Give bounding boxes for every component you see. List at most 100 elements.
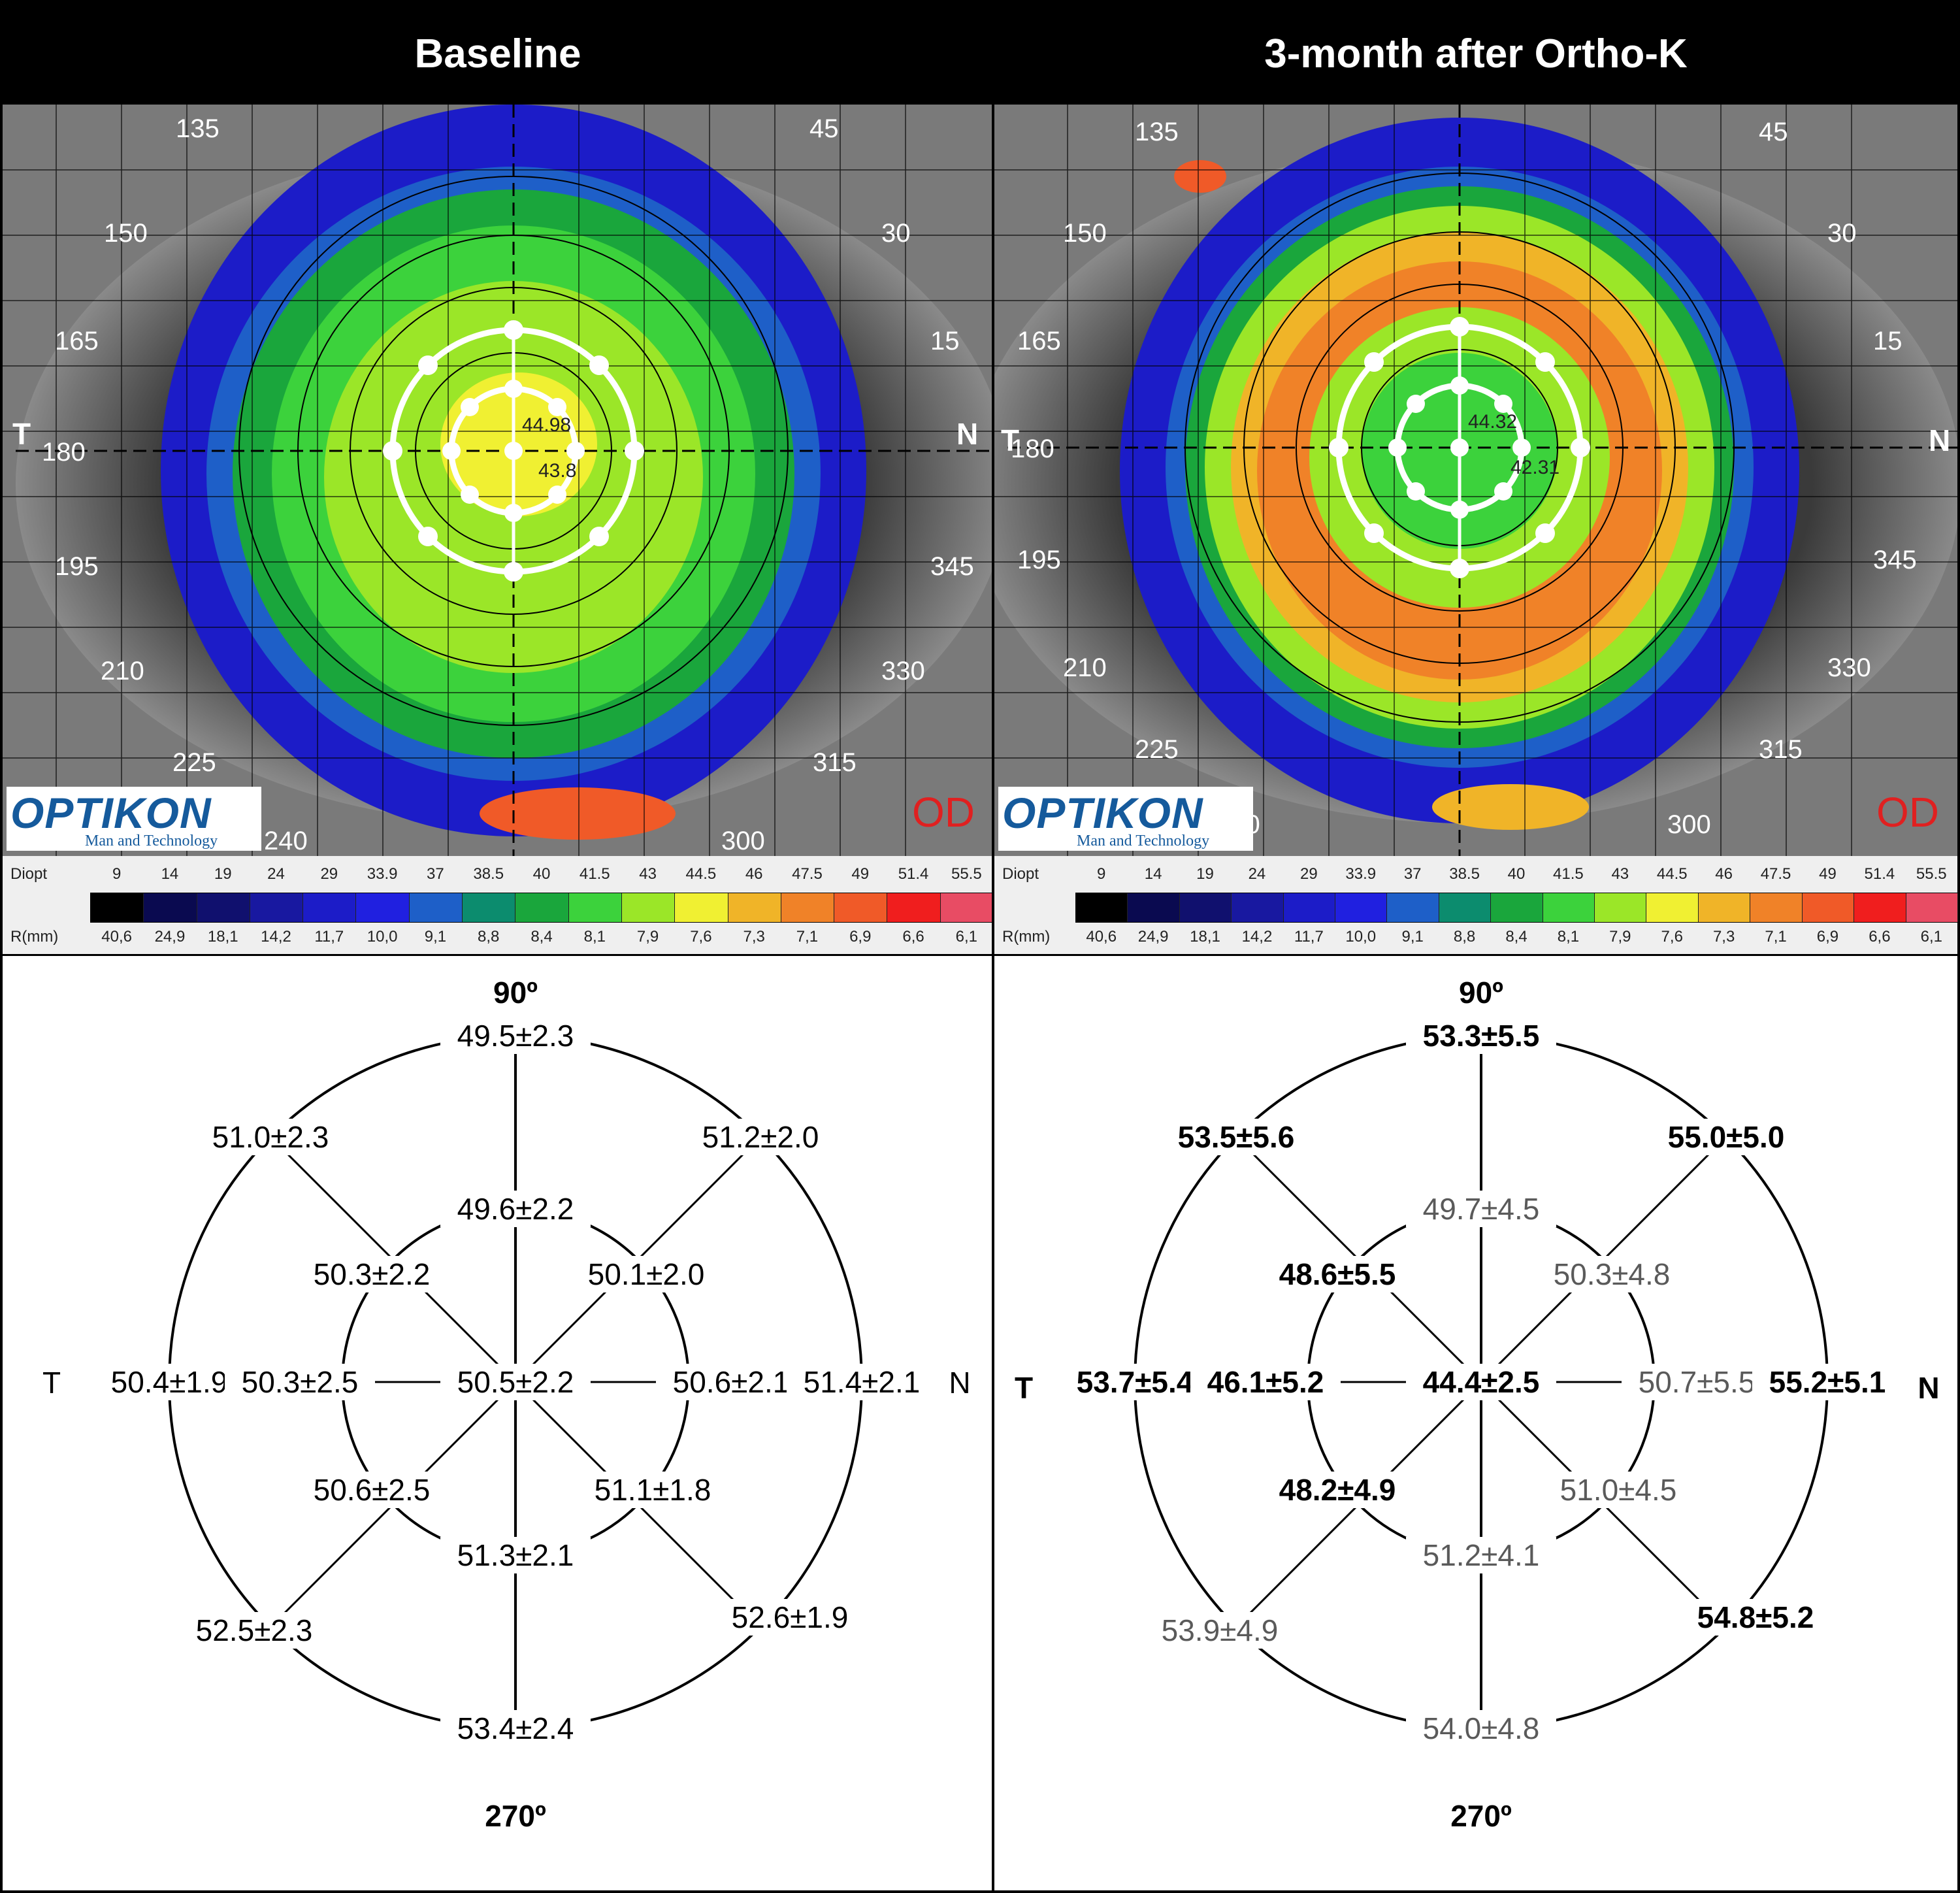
value-background [225, 1364, 375, 1400]
diopt-value: 9 [1097, 865, 1106, 883]
value-outer-top: 49.5±2.3 [457, 1019, 574, 1053]
rmm-value: 8,4 [1505, 928, 1527, 946]
axis-label-135: 135 [176, 114, 220, 143]
diagram-side-n: N [949, 1366, 970, 1400]
rmm-value: 7,3 [1712, 928, 1735, 946]
rmm-value: 11,7 [314, 928, 344, 946]
scale-swatch [463, 893, 516, 922]
value-inner-ul: 50.3±2.2 [314, 1257, 431, 1291]
diopt-value: 55.5 [951, 865, 982, 883]
scale-swatch [1595, 893, 1647, 922]
value-center: 50.5±2.2 [457, 1365, 574, 1399]
value-inner-lr: 51.0±4.5 [1560, 1473, 1677, 1507]
diopt-label: Diopt [1002, 865, 1039, 883]
axis-label-300: 300 [721, 827, 765, 855]
axis-label-15: 15 [930, 327, 960, 355]
value-background [1752, 1364, 1903, 1400]
scale-swatch [781, 893, 835, 922]
rmm-value: 8,8 [1453, 928, 1476, 946]
axis-label-45: 45 [1759, 118, 1788, 146]
scale-swatch [1283, 893, 1336, 922]
rmm-value: 8,1 [583, 928, 606, 946]
diopt-value: 29 [1299, 865, 1318, 883]
diopt-value: 41.5 [579, 865, 610, 883]
value-background [195, 1119, 346, 1155]
scale-swatch [728, 893, 781, 922]
axis-label-300: 300 [1667, 810, 1711, 839]
value-background [1680, 1599, 1831, 1636]
diagram-svg: 90º 270º T N 53.3±5.5 53.5±5.6 55.0±5.0 49.… [1015, 976, 1940, 1833]
value-background [1161, 1119, 1311, 1155]
value-outer-ll: 52.5±2.3 [196, 1613, 313, 1647]
center-value-2: 43.8 [538, 460, 576, 482]
value-background [1190, 1364, 1341, 1400]
value-outer-top: 53.3±5.5 [1423, 1019, 1540, 1053]
diopt-value: 38.5 [473, 865, 504, 883]
value-inner-top: 49.6±2.2 [457, 1192, 574, 1226]
diopt-value: 19 [1196, 865, 1214, 883]
value-background [94, 1364, 244, 1400]
scale-swatch [1802, 893, 1855, 922]
axis-label-210: 210 [101, 657, 144, 685]
axis-label-210: 210 [1063, 653, 1107, 682]
map-grid [994, 105, 1957, 856]
diopt-value: 37 [1403, 865, 1422, 883]
diagram-side-n: N [1918, 1371, 1939, 1405]
scale-swatch [568, 893, 622, 922]
rmm-label: R(mm) [10, 928, 59, 946]
value-outer-ur: 51.2±2.0 [702, 1120, 819, 1154]
logo-tagline: Man and Technology [1077, 832, 1210, 849]
diopt-label: Diopt [10, 865, 48, 883]
diopt-value: 46 [1715, 865, 1733, 883]
rmm-value: 6,9 [1816, 928, 1839, 946]
diopt-value: 46 [745, 865, 763, 883]
logo-tagline: Man and Technology [85, 832, 218, 849]
scale-swatch [675, 893, 728, 922]
rmm-value: 40,6 [101, 928, 132, 946]
axis-label-15: 15 [1873, 327, 1903, 355]
diopt-value: 55.5 [1916, 865, 1947, 883]
diopt-value: 14 [161, 865, 179, 883]
value-inner-bottom: 51.3±2.1 [457, 1538, 574, 1572]
scale-swatch [1128, 893, 1180, 922]
diopt-value: 14 [1144, 865, 1162, 883]
map-side-n: N [956, 417, 978, 451]
value-outer-ul: 53.5±5.6 [1178, 1120, 1295, 1154]
rmm-value: 8,8 [478, 928, 500, 946]
rmm-value: 14,2 [261, 928, 291, 946]
rmm-value: 18,1 [1190, 928, 1220, 946]
color-scale-bar [90, 893, 994, 923]
diopt-value: 43 [639, 865, 657, 883]
scale-swatch [1232, 893, 1284, 922]
value-outer-right: 55.2±5.1 [1769, 1365, 1886, 1399]
diagram-text: 90º 270º T N 49.5±2.3 51.0±2.3 51.2±2.0 49.… [42, 976, 971, 1833]
value-inner-lr: 51.1±1.8 [595, 1473, 711, 1507]
diopt-value: 19 [214, 865, 232, 883]
scale-swatch [1335, 893, 1388, 922]
value-background [571, 1256, 721, 1292]
value-inner-right: 50.7±5.5 [1639, 1365, 1756, 1399]
value-inner-right: 50.6±2.1 [673, 1365, 790, 1399]
diagram-side-t: T [42, 1366, 61, 1400]
center-value-1: 44.98 [522, 414, 571, 436]
rmm-value: 18,1 [207, 928, 238, 946]
value-background [656, 1364, 806, 1400]
rmm-value: 24,9 [154, 928, 186, 946]
map-side-t: T [12, 417, 31, 451]
value-background [440, 1710, 591, 1747]
value-background [1406, 1710, 1556, 1747]
axis-label-30: 30 [881, 219, 911, 248]
diopt-value: 38.5 [1449, 865, 1480, 883]
rmm-value: 6,9 [849, 928, 872, 946]
map-bottom-warm [1432, 784, 1589, 830]
axis-labels: 135 150 165 180 195 210 225 240 45 30 15… [12, 114, 978, 855]
axis-label-195: 195 [55, 552, 99, 581]
value-outer-bottom: 54.0±4.8 [1423, 1711, 1540, 1745]
diagram-svg: 90º 270º T N 49.5±2.3 51.0±2.3 51.2±2.0 49.… [42, 976, 971, 1833]
rmm-value: 7,6 [690, 928, 712, 946]
value-center: 44.4±2.5 [1423, 1365, 1540, 1399]
diopt-value: 49 [1819, 865, 1837, 883]
axis-label-150: 150 [104, 219, 148, 248]
optikon-logo: OPTIKON Man and Technology [7, 787, 261, 851]
value-background [440, 1191, 591, 1227]
